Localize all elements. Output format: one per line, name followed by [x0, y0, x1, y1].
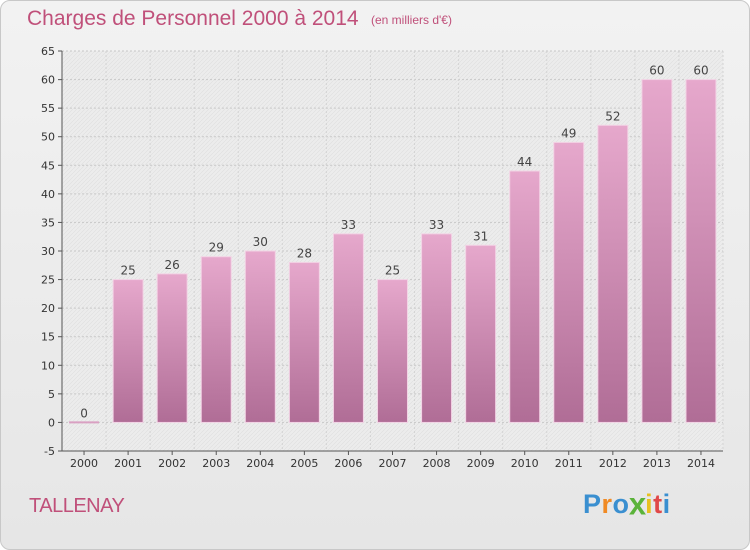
- logo-letter: x: [628, 486, 647, 522]
- value-label: 25: [120, 264, 135, 278]
- value-label: 29: [209, 241, 224, 255]
- bar-2004: [244, 250, 276, 423]
- value-label: 60: [649, 64, 664, 78]
- value-label: 26: [165, 258, 180, 272]
- y-tick-label: 0: [48, 416, 55, 429]
- y-tick-label: 20: [41, 302, 55, 315]
- bar-2011: [553, 141, 585, 423]
- x-tick-label: 2014: [687, 457, 715, 470]
- y-tick-label: 35: [41, 216, 55, 229]
- bar-2013: [641, 79, 673, 423]
- bar-2010: [509, 170, 541, 423]
- bar-2008: [421, 233, 453, 423]
- grid-lines: [61, 50, 724, 452]
- bar-2003: [200, 256, 232, 423]
- value-label: 60: [693, 64, 708, 78]
- x-tick-label: 2003: [202, 457, 230, 470]
- bar-2001: [112, 279, 144, 423]
- bar-2007: [377, 279, 408, 423]
- bar-2009: [465, 244, 497, 423]
- logo-letter: i: [645, 489, 654, 519]
- proxiti-logo[interactable]: Proxiti: [583, 486, 671, 522]
- y-tick-label: 15: [41, 331, 55, 344]
- value-label: 31: [473, 229, 488, 243]
- chart-title: Charges de Personnel 2000 à 2014: [27, 7, 359, 30]
- axes: -5 0 5 10 15 20 25 30 35 40 45 50 55 60 65 2000 2001 2002…: [41, 45, 723, 470]
- value-label: 30: [253, 235, 268, 249]
- x-tick-label: 2001: [114, 457, 142, 470]
- bars: 0 25 26 29 30 28 33 25 33 31 44 49 52 60 60: [69, 64, 717, 424]
- x-tick-label: 2010: [511, 457, 539, 470]
- value-label: 0: [80, 406, 88, 420]
- y-tick-label: 50: [41, 131, 55, 144]
- x-tick-label: 2006: [334, 457, 362, 470]
- logo-letter: P: [583, 489, 602, 519]
- y-tick-label: 45: [41, 159, 55, 172]
- x-tick-label: 2007: [379, 457, 407, 470]
- logo-letter: t: [653, 489, 663, 519]
- y-tick-label: 60: [41, 74, 55, 87]
- bar-2014: [685, 79, 717, 423]
- bar-2005: [288, 261, 320, 423]
- value-label: 33: [341, 218, 356, 232]
- bar-2006: [332, 233, 364, 423]
- y-tick-label: 5: [48, 388, 55, 401]
- value-label: 28: [297, 246, 312, 260]
- value-label: 49: [561, 126, 576, 140]
- y-tick-label: 65: [41, 45, 55, 58]
- x-tick-label: 2002: [158, 457, 186, 470]
- value-label: 33: [429, 218, 444, 232]
- logo-letter: r: [601, 489, 613, 519]
- bar-2002: [156, 273, 188, 423]
- value-label: 44: [517, 155, 532, 169]
- logo-letter: o: [612, 489, 630, 519]
- x-tick-label: 2012: [599, 457, 627, 470]
- value-label: 52: [605, 109, 620, 123]
- y-tick-label: 30: [41, 245, 55, 258]
- x-tick-label: 2005: [290, 457, 318, 470]
- y-tick-label: -5: [44, 445, 55, 458]
- y-tick-label: 40: [41, 188, 55, 201]
- x-tick-label: 2011: [555, 457, 583, 470]
- y-tick-label: 55: [41, 102, 55, 115]
- commune-name: TALLENAY: [29, 495, 125, 517]
- logo-letter: i: [662, 489, 671, 519]
- chart-subtitle: (en milliers d'€): [371, 13, 452, 27]
- x-tick-label: 2013: [643, 457, 671, 470]
- x-tick-label: 2009: [467, 457, 495, 470]
- y-tick-label: 10: [41, 359, 55, 372]
- x-tick-label: 2004: [246, 457, 274, 470]
- x-tick-label: 2000: [70, 457, 98, 470]
- value-label: 25: [385, 264, 400, 278]
- y-tick-label: 25: [41, 274, 55, 287]
- x-tick-label: 2008: [423, 457, 451, 470]
- bar-2012: [597, 124, 629, 423]
